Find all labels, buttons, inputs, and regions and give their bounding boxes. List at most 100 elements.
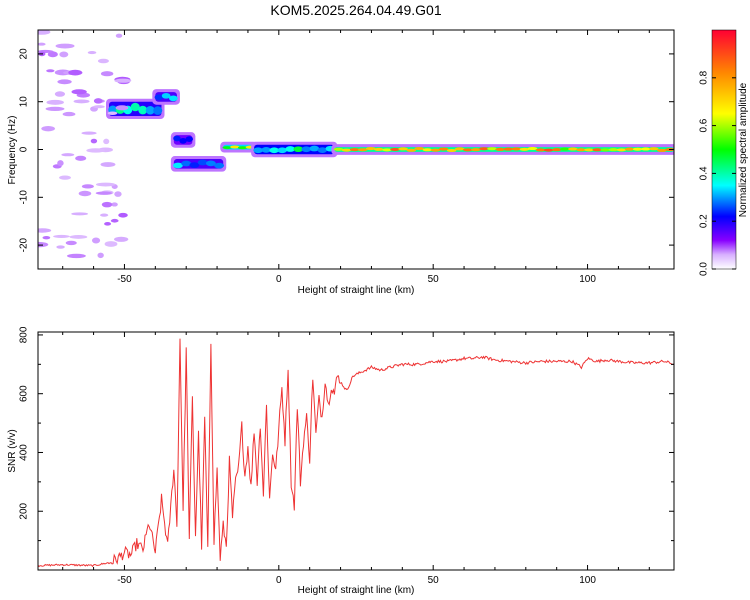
spectrogram-cell xyxy=(333,147,344,151)
spectrogram-cell xyxy=(42,236,51,240)
spectrogram-cell xyxy=(261,146,271,153)
spectrogram-cell xyxy=(57,79,72,85)
x-tick-label: 0 xyxy=(276,274,282,285)
spectrogram-feature xyxy=(220,141,258,153)
x-tick-label: -50 xyxy=(117,274,132,285)
spectrogram-cell xyxy=(65,240,77,246)
spectrogram-feature xyxy=(152,89,180,105)
spectrogram-cell xyxy=(657,148,667,152)
spectrogram-cell xyxy=(584,148,594,152)
snr-plot-area xyxy=(38,332,674,570)
spectrogram-cell xyxy=(114,78,132,83)
snr-y-ticks: 200 400 600 800 xyxy=(19,326,674,542)
spectrogram-cell xyxy=(414,147,425,151)
spectrogram-cell xyxy=(115,105,129,111)
spectrogram-cell xyxy=(38,241,49,248)
spectrogram-cell xyxy=(616,148,627,152)
spectrogram-cell xyxy=(479,147,489,151)
colorbar-tick-label: 0.2 xyxy=(699,214,710,228)
spectrogram-cell xyxy=(95,191,113,195)
spectrogram-cell xyxy=(374,147,384,151)
spectrogram-cell xyxy=(59,51,69,58)
spectrogram-cell xyxy=(38,42,46,46)
spectrogram-cell xyxy=(317,147,328,154)
snr-y-axis-label: SNR (v/v) xyxy=(7,429,18,472)
y-tick-label: 800 xyxy=(19,326,30,343)
spectrogram-cell xyxy=(53,234,70,238)
spectrogram-cell xyxy=(46,99,64,105)
colorbar-label: Normalized spectral amplitude xyxy=(738,82,749,217)
colorbar-tick-label: 0.6 xyxy=(699,118,710,132)
spectrogram-cell xyxy=(608,148,619,152)
spectrogram-cell xyxy=(61,153,75,157)
y-tick-label: -10 xyxy=(19,190,30,205)
spectrogram-cell xyxy=(398,147,408,151)
x-tick-label: 50 xyxy=(428,274,440,285)
spectrogram-cell xyxy=(519,147,530,151)
colorbar-tick-label: 0.4 xyxy=(699,166,710,180)
y-tick-label: 200 xyxy=(19,502,30,519)
spectrogram-cell xyxy=(101,201,113,208)
spectrogram-cell xyxy=(632,147,643,151)
spectrogram-cell xyxy=(365,147,376,151)
spectrogram-cell xyxy=(277,147,288,154)
spectrogram-cell xyxy=(68,69,83,76)
colorbar-tick-label: 0.0 xyxy=(699,262,710,276)
spectrogram-cell xyxy=(130,102,140,112)
spectrogram-cell xyxy=(382,148,392,152)
spectrogram-cell xyxy=(81,184,94,189)
spectrogram-cell xyxy=(59,175,71,180)
spectrogram-cell xyxy=(349,148,360,152)
spectrogram-cell xyxy=(46,69,55,73)
spectrogram-cell xyxy=(103,138,110,145)
spectrogram-cell xyxy=(78,190,92,197)
spectrogram-cell xyxy=(173,135,181,142)
spectrogram-cell xyxy=(624,147,635,151)
snr-x-axis-label: Height of straight line (km) xyxy=(298,585,415,596)
spectrogram-cell xyxy=(471,148,481,152)
spectrogram-feature xyxy=(170,132,196,148)
x-tick-label: 50 xyxy=(428,575,440,586)
spectrogram-cell xyxy=(87,51,97,55)
spectrogram-feature xyxy=(170,156,227,172)
spectrogram-cell xyxy=(93,98,103,104)
spectrogram-cell xyxy=(495,147,506,151)
spectrogram-x-axis-label: Height of straight line (km) xyxy=(298,285,415,296)
snr-x-ticks: -50 0 50 100 xyxy=(62,332,650,586)
x-tick-label: 100 xyxy=(579,274,596,285)
spectrogram-cell xyxy=(97,252,104,259)
spectrogram-cell xyxy=(90,138,98,144)
spectrogram-feature xyxy=(106,98,165,120)
x-tick-label: 0 xyxy=(276,575,282,586)
spectrogram-cell xyxy=(543,148,554,152)
y-tick-label: 20 xyxy=(19,48,30,60)
spectrogram-cell xyxy=(253,147,263,154)
spectrogram-cell xyxy=(86,148,106,153)
spectrogram-cell xyxy=(454,147,465,151)
spectrogram-cell xyxy=(73,99,90,104)
spectrogram-cell xyxy=(107,111,118,115)
spectrogram-cell xyxy=(71,212,89,216)
spectrogram-cell xyxy=(197,159,208,166)
spectrogram-feature xyxy=(331,144,674,155)
spectrogram-noise xyxy=(38,30,132,259)
spectrogram-cell xyxy=(293,146,304,153)
spectrogram-cell xyxy=(97,58,109,64)
spectrogram-y-ticks: -20 -10 0 10 20 xyxy=(19,48,674,252)
spectrogram-cell xyxy=(406,148,417,152)
spectrogram-cell xyxy=(237,146,248,150)
x-tick-label: 100 xyxy=(579,575,596,586)
spectrogram-cell xyxy=(309,145,320,152)
spectrogram-cell xyxy=(179,137,187,144)
spectrogram-cell xyxy=(462,148,473,152)
spectrogram-cell xyxy=(559,147,570,151)
spectrogram-cell xyxy=(56,245,65,249)
spectrogram-cell xyxy=(154,94,164,101)
y-tick-label: -20 xyxy=(19,237,30,252)
spectrogram-cell xyxy=(104,221,112,226)
spectrogram-cell xyxy=(91,237,101,244)
spectrogram-cell xyxy=(230,145,240,149)
spectrogram-cell xyxy=(38,30,51,35)
spectrogram-cell xyxy=(161,92,171,99)
